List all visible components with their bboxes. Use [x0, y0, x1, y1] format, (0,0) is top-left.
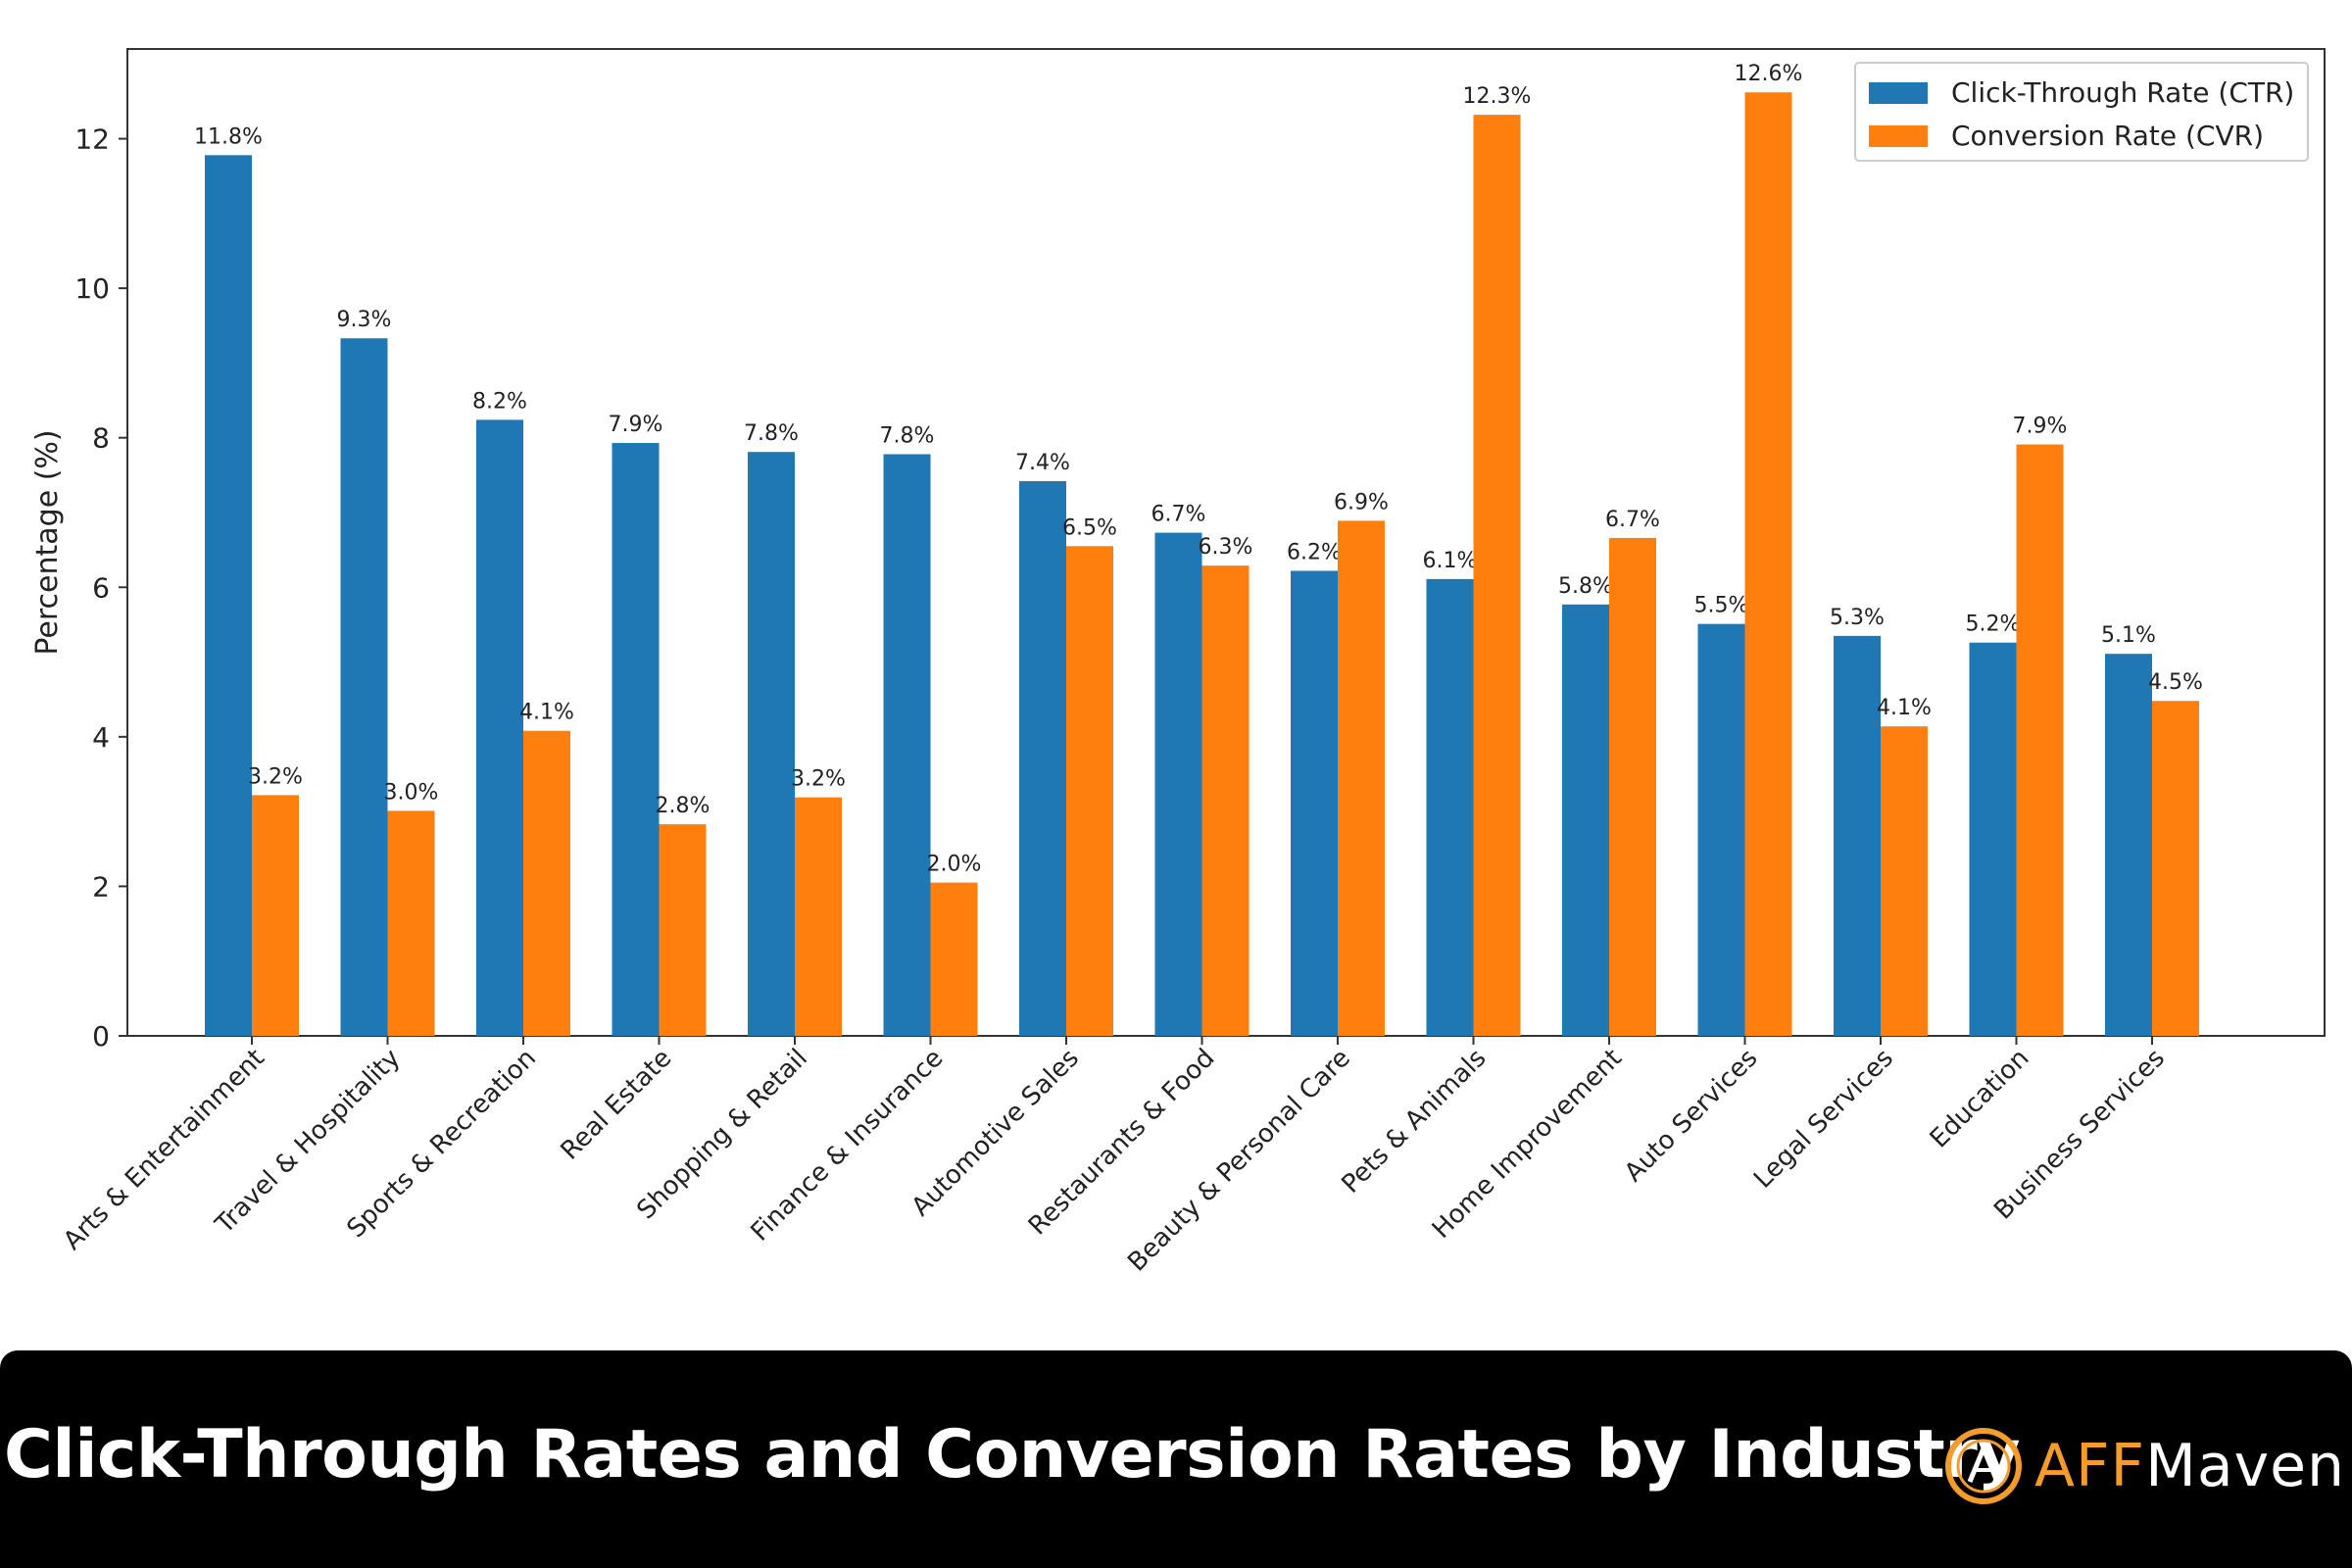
cvr-bar: [1473, 115, 1521, 1037]
ctr-bar: [1426, 578, 1474, 1036]
y-tick-label: 4: [92, 721, 110, 754]
legend-box: [1854, 62, 2309, 162]
ctr-bar: [340, 338, 388, 1036]
ctr-bar: [883, 454, 931, 1036]
ctr-bar: [205, 155, 252, 1036]
ctr-bar: [476, 419, 523, 1036]
ctr-data-label: 6.2%: [1287, 540, 1342, 564]
ctr-bar: [1697, 623, 1745, 1036]
cvr-bar: [387, 810, 435, 1036]
cvr-data-label: 6.7%: [1605, 508, 1660, 532]
cvr-data-label: 6.9%: [1334, 490, 1389, 514]
ctr-data-label: 9.3%: [337, 308, 392, 332]
ctr-bar: [748, 452, 795, 1037]
ctr-data-label: 8.2%: [472, 389, 527, 414]
ctr-data-label: 5.3%: [1830, 606, 1885, 630]
legend-swatch: [1869, 82, 1928, 104]
ctr-bar: [1154, 532, 1202, 1036]
cvr-bar: [1609, 537, 1656, 1036]
x-tick-label: Beauty & Personal Care: [1122, 1044, 1356, 1278]
x-tick-label: Auto Services: [1619, 1044, 1763, 1188]
cvr-data-label: 7.9%: [2013, 415, 2068, 439]
y-tick-label: 0: [92, 1020, 110, 1053]
y-tick-label: 12: [74, 123, 110, 156]
cvr-data-label: 4.1%: [519, 701, 574, 725]
x-tick-label: Education: [1925, 1044, 2035, 1154]
cvr-data-label: 3.2%: [248, 764, 303, 789]
x-tick-label: Legal Services: [1748, 1044, 1899, 1195]
ctr-data-label: 6.7%: [1152, 503, 1206, 527]
cvr-bar: [1881, 726, 1928, 1036]
cvr-bar: [1066, 546, 1113, 1036]
y-axis-label: Percentage (%): [30, 429, 65, 655]
cvr-data-label: 2.0%: [927, 853, 982, 877]
legend-swatch: [1869, 125, 1928, 147]
ctr-data-label: 5.5%: [1694, 594, 1749, 618]
ctr-data-label: 7.4%: [1015, 451, 1070, 475]
ctr-bar: [2105, 654, 2152, 1036]
ctr-data-label: 5.2%: [1966, 612, 2021, 637]
cvr-bar: [2016, 444, 2064, 1036]
y-tick-label: 8: [92, 422, 110, 455]
cvr-bar: [252, 795, 299, 1036]
brand-name-rest: Maven: [2145, 1432, 2346, 1500]
brand-logo-group: AFFMaven: [1942, 1421, 2345, 1511]
legend-label: Click-Through Rate (CTR): [1951, 76, 2294, 109]
cvr-bar: [2152, 701, 2199, 1036]
ctr-bar: [1969, 642, 2017, 1036]
brand-name: AFFMaven: [2034, 1432, 2345, 1500]
x-tick-label: Pets & Animals: [1336, 1044, 1492, 1200]
brand-name-accent: AFF: [2034, 1432, 2146, 1500]
legend-label: Conversion Rate (CVR): [1951, 120, 2264, 152]
cvr-bar: [930, 882, 978, 1036]
ctr-bar: [1291, 570, 1338, 1036]
y-tick-label: 2: [92, 870, 110, 903]
affmaven-logo-icon: [1945, 1428, 2022, 1504]
cvr-bar: [1744, 92, 1792, 1037]
ctr-bar: [1834, 635, 1881, 1036]
cvr-data-label: 3.2%: [791, 767, 846, 792]
ctr-data-label: 5.1%: [2101, 623, 2156, 648]
cvr-bar: [523, 730, 570, 1036]
ctr-bar: [1562, 604, 1609, 1036]
cvr-data-label: 4.1%: [1877, 696, 1932, 720]
ctr-data-label: 7.9%: [609, 413, 663, 437]
cvr-data-label: 4.5%: [2148, 670, 2203, 695]
y-tick-label: 6: [92, 571, 110, 604]
ctr-data-label: 7.8%: [744, 421, 799, 446]
ctr-bar: [1019, 480, 1066, 1036]
cvr-data-label: 3.0%: [384, 780, 439, 805]
cvr-bar: [1201, 565, 1250, 1036]
ctr-data-label: 5.8%: [1558, 574, 1613, 599]
x-tick-label: Real Estate: [556, 1044, 678, 1166]
ctr-data-label: 11.8%: [194, 124, 263, 149]
ctr-bar: [612, 443, 660, 1036]
cvr-data-label: 6.5%: [1062, 515, 1117, 540]
y-tick-label: 10: [74, 272, 110, 305]
cvr-bar: [659, 824, 707, 1036]
cvr-data-label: 12.3%: [1463, 84, 1532, 109]
ctr-data-label: 7.8%: [880, 423, 935, 448]
cvr-data-label: 6.3%: [1199, 535, 1253, 560]
banner-title: Click-Through Rates and Conversion Rates…: [4, 1416, 2021, 1494]
cvr-data-label: 2.8%: [656, 794, 710, 818]
ctr-data-label: 6.1%: [1423, 549, 1478, 573]
cvr-data-label: 12.6%: [1735, 62, 1803, 86]
cvr-bar: [1338, 520, 1385, 1036]
cvr-bar: [795, 797, 842, 1036]
